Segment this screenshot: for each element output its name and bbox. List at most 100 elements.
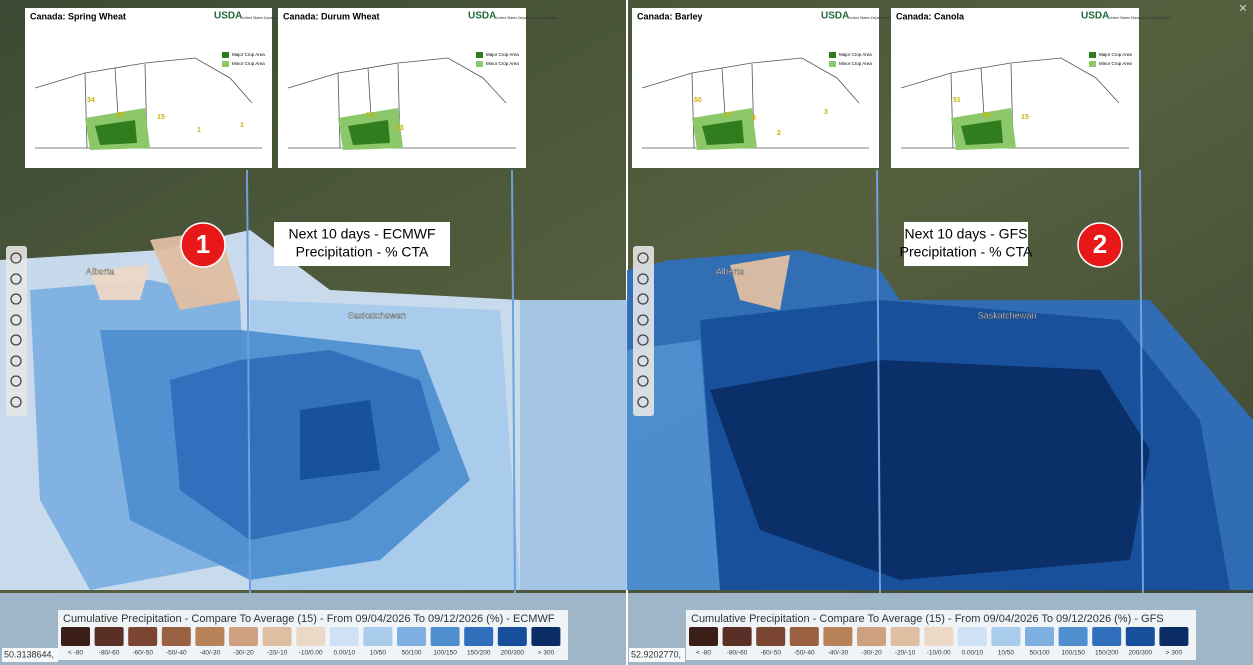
toolbar-button[interactable] (637, 314, 649, 326)
usda-agency: United States Department of Agriculture (1109, 16, 1171, 20)
toolbar-button[interactable] (10, 273, 22, 285)
toolbar-button[interactable] (637, 375, 649, 387)
legend-label: -50/-40 (166, 650, 187, 657)
inset-crop-share: 1 (240, 122, 244, 129)
legend-label: -20/-10 (895, 650, 916, 657)
province-border (876, 169, 881, 594)
model-badge-number: 2 (1093, 229, 1107, 259)
precip-legend: Cumulative Precipitation - Compare To Av… (686, 610, 1196, 660)
inset-title: Canada: Canola (896, 11, 965, 21)
place-label: Alberta (86, 266, 115, 276)
precip-region (520, 300, 627, 590)
legend-swatch (823, 627, 853, 646)
toolbar-button[interactable] (637, 293, 649, 305)
toolbar-button[interactable] (10, 334, 22, 346)
crop-inset: Canada: Durum Wheat USDA United States Dep… (278, 8, 558, 168)
legend-swatch (430, 627, 460, 646)
legend-title: Cumulative Precipitation - Compare To Av… (63, 613, 555, 625)
legend-swatch (161, 627, 191, 646)
crop-inset: Canada: Spring Wheat USDA United States De… (25, 8, 304, 168)
annotation-text: Precipitation - % CTA (296, 244, 429, 260)
precip-legend: Cumulative Precipitation - Compare To Av… (58, 610, 568, 660)
legend-label: -60/-50 (132, 650, 153, 657)
legend-swatch (1159, 627, 1189, 646)
legend-label: 0.00/10 (333, 650, 355, 657)
legend-swatch (329, 627, 359, 646)
toolbar-button[interactable] (10, 375, 22, 387)
usda-agency: United States Department of Agriculture (242, 16, 304, 20)
legend-label: -30/-20 (233, 650, 254, 657)
annotation-text: Next 10 days - GFS (905, 226, 1028, 242)
usda-logo: USDA (821, 11, 849, 22)
legend-swatch (61, 627, 90, 646)
legend-swatch (890, 627, 920, 646)
legend-swatch (229, 627, 258, 646)
inset-crop-share: 33 (396, 125, 404, 132)
inset-legend-swatch (829, 61, 836, 67)
legend-label: 150/200 (467, 650, 491, 657)
legend-label: < -80 (68, 650, 83, 657)
toolbar-button[interactable] (10, 252, 22, 264)
inset-legend-swatch (829, 52, 836, 58)
legend-swatch (363, 627, 393, 646)
toolbar-button[interactable] (637, 273, 649, 285)
toolbar-frame (6, 246, 27, 416)
legend-label: 200/300 (501, 650, 525, 657)
model-badge (1077, 222, 1123, 268)
legend-swatch (531, 627, 561, 646)
legend-label: 10/50 (998, 650, 1015, 657)
toolbar-button[interactable] (637, 334, 649, 346)
inset-title: Canada: Barley (637, 11, 703, 21)
close-button[interactable]: × (1239, 0, 1247, 16)
inset-outline (287, 57, 516, 149)
inset-title: Canada: Spring Wheat (30, 11, 126, 21)
legend-label: -20/-10 (267, 650, 288, 657)
toolbar-button[interactable] (10, 314, 22, 326)
annotation-text: Precipitation - % CTA (900, 244, 1033, 260)
coordinate-text: 50.3138644, (4, 649, 54, 659)
toolbar-frame (633, 246, 654, 416)
toolbar-button[interactable] (637, 252, 649, 264)
crop-inset: Canada: Canola USDA United States Departme… (891, 8, 1171, 168)
inset-legend-swatch (476, 52, 483, 58)
inset-legend-label: Major Crop Area (839, 52, 872, 57)
legend-label: 10/50 (370, 650, 387, 657)
toolbar-button[interactable] (10, 396, 22, 408)
toolbar-button[interactable] (10, 293, 22, 305)
annotation-box (274, 222, 450, 266)
legend-label: -30/-20 (861, 650, 882, 657)
coordinate-text: 52.9202770, (631, 649, 681, 659)
coordinate-box (629, 648, 685, 662)
legend-swatch (924, 627, 954, 646)
inset-crop-share: 14 (366, 112, 374, 119)
legend-swatch (296, 627, 326, 646)
toolbar-button[interactable] (10, 355, 22, 367)
usda-logo: USDA (214, 11, 242, 22)
inset-legend-swatch (1089, 52, 1096, 58)
toolbar-button[interactable] (637, 396, 649, 408)
place-label: Saskatchewan (978, 310, 1037, 320)
legend-swatch (756, 627, 786, 646)
inset-outline (641, 57, 869, 149)
inset-legend-label: Major Crop Area (1099, 52, 1132, 57)
crop-inset: Canada: Barley USDA United States Departme… (632, 8, 911, 168)
legend-label: -80/-60 (99, 650, 120, 657)
annotation-text: Next 10 days - ECMWF (288, 226, 435, 242)
legend-label: -80/-60 (727, 650, 748, 657)
usda-logo: USDA (1081, 11, 1109, 22)
legend-label: 50/100 (402, 650, 422, 657)
legend-swatch (397, 627, 426, 646)
legend-swatch (128, 627, 158, 646)
legend-title: Cumulative Precipitation - Compare To Av… (691, 613, 1164, 625)
inset-legend-label: Minor Crop Area (1099, 61, 1132, 66)
legend-label: -10/0.00 (299, 650, 323, 657)
legend-swatch (689, 627, 718, 646)
legend-swatch (957, 627, 987, 646)
inset-crop-share: 51 (953, 97, 961, 104)
legend-swatch (722, 627, 752, 646)
legend-label: 100/150 (1061, 650, 1085, 657)
usda-agency: United States Department of Agriculture (496, 16, 558, 20)
toolbar-button[interactable] (637, 355, 649, 367)
usda-agency: United States Department of Agriculture (849, 16, 911, 20)
precip-region (730, 255, 790, 310)
